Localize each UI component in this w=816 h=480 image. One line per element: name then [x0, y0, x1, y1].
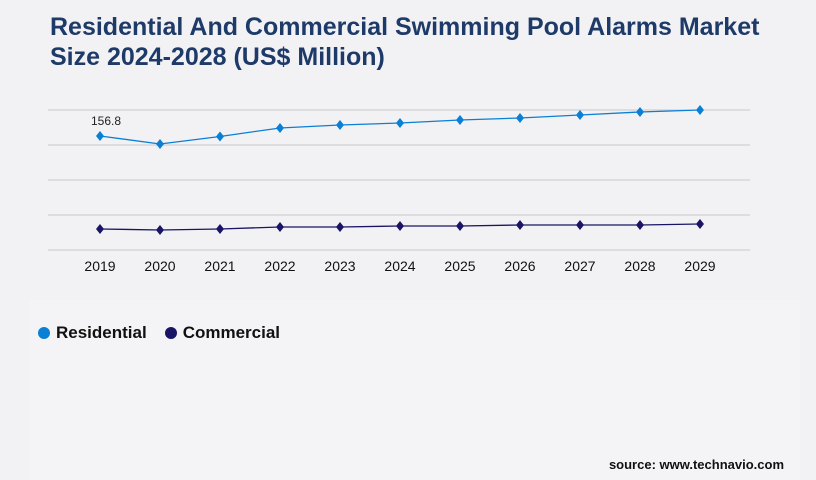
legend-marker-residential: [38, 327, 50, 339]
data-point: [456, 114, 464, 125]
legend-marker-commercial: [164, 327, 177, 339]
data-point: [276, 122, 284, 133]
data-point: [696, 105, 704, 115]
data-point: [96, 223, 104, 234]
source-text: source: www.technavio.com: [608, 457, 784, 472]
x-tick-label: 2029: [684, 258, 715, 274]
x-tick-label: 2025: [444, 258, 475, 274]
legend-label-residential: Residential: [56, 323, 147, 342]
data-label: 156.8: [91, 114, 121, 128]
data-point: [156, 138, 164, 149]
data-point: [216, 131, 224, 142]
x-tick-label: 2020: [144, 258, 175, 274]
data-point: [456, 221, 464, 231]
x-tick-label: 2019: [84, 258, 115, 274]
legend: Residential Commercial: [38, 323, 280, 343]
data-point: [96, 130, 104, 141]
data-point: [696, 218, 704, 229]
data-point: [576, 110, 584, 121]
data-point: [576, 219, 584, 230]
line-chart: 2019 2020 2021 2022 2023 2024 2025 2026 2027 2028…: [48, 105, 750, 274]
legend-item-commercial: Commercial: [164, 323, 281, 343]
x-tick-label: 2026: [504, 258, 535, 274]
chart-title: Residential And Commercial Swimming Pool…: [50, 13, 760, 71]
data-point: [636, 106, 644, 117]
data-point: [636, 219, 644, 230]
data-point: [516, 113, 524, 123]
legend-label-commercial: Commercial: [182, 323, 281, 342]
x-tick-label: 2024: [384, 258, 415, 274]
data-point: [336, 119, 344, 130]
x-tick-label: 2021: [204, 258, 235, 274]
data-point: [156, 225, 164, 235]
data-point: [396, 118, 404, 129]
data-point: [216, 223, 224, 234]
x-tick-label: 2023: [324, 258, 355, 274]
data-point: [516, 219, 524, 230]
x-tick-label: 2028: [624, 258, 655, 274]
x-tick-label: 2027: [564, 258, 595, 274]
legend-item-residential: Residential: [38, 323, 147, 343]
data-point: [276, 222, 284, 233]
x-tick-label: 2022: [264, 258, 295, 274]
data-point: [336, 222, 344, 233]
data-point: [396, 221, 404, 231]
background-panel: [30, 300, 800, 480]
